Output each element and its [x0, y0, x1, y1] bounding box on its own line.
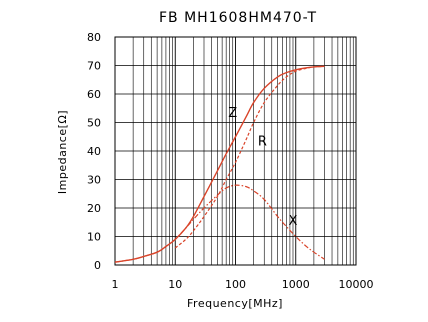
x-tick-label: 10000	[339, 278, 374, 291]
series-line-r	[175, 66, 324, 248]
x-tick-labels: 1 10 100 1000 10000	[112, 278, 374, 291]
x-tick-label: 10	[168, 278, 182, 291]
grid	[115, 37, 356, 265]
y-tick-label: 40	[87, 145, 101, 158]
curve-label-x: X	[289, 214, 298, 229]
curve-label-r: R	[258, 134, 267, 149]
y-tick-label: 20	[87, 202, 101, 215]
y-tick-label: 10	[87, 231, 101, 244]
y-tick-label: 70	[87, 60, 101, 73]
y-tick-label: 30	[87, 174, 101, 187]
x-tick-label: 100	[225, 278, 246, 291]
y-axis-label: Impedance[Ω]	[56, 110, 69, 194]
x-axis-label: Frequency[MHz]	[187, 297, 283, 310]
y-tick-label: 50	[87, 117, 101, 130]
x-tick-label: 1000	[282, 278, 310, 291]
curve-label-z: Z	[228, 106, 237, 121]
y-tick-label: 0	[94, 259, 101, 272]
y-tick-label: 60	[87, 88, 101, 101]
y-tick-label: 80	[87, 31, 101, 44]
x-tick-label: 1	[112, 278, 119, 291]
y-tick-labels: 0 10 20 30 40 50 60 70 80	[87, 31, 101, 272]
curve-labels: Z R X	[228, 106, 297, 229]
chart-title: FB MH1608HM470-T	[159, 10, 317, 26]
